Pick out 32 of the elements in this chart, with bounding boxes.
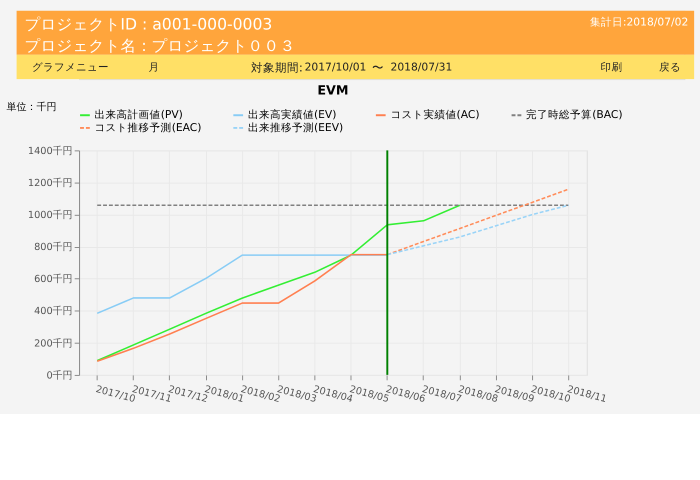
text: 2018/07/31	[390, 60, 452, 74]
text: プロジェクト名 : プロジェクト００３	[24, 36, 296, 55]
text: プロジェクトID : a001-000-0003	[24, 15, 272, 34]
y-tick-label: 400千円	[34, 305, 73, 318]
y-tick-label: 1200千円	[28, 176, 73, 189]
legend-label: コスト実績値(AC)	[390, 108, 480, 122]
line-series	[96, 254, 388, 362]
text: 対象期間:	[250, 60, 303, 74]
y-tick-label: 200千円	[34, 337, 73, 350]
line-series	[96, 254, 388, 314]
y-axis-title: 単位：千円	[6, 100, 56, 113]
text: 2017/10/01	[304, 60, 366, 74]
y-tick-label: 0千円	[46, 369, 73, 382]
text: グラフメニュー	[32, 60, 110, 74]
y-tick-label: 600千円	[34, 273, 73, 286]
line-series	[386, 204, 570, 256]
text: 戻る	[658, 60, 681, 74]
y-tick-label: 1400千円	[28, 144, 73, 157]
line-series	[96, 204, 461, 362]
legend-label: 完了時総予算(BAC)	[526, 108, 623, 122]
text: 〜	[372, 60, 384, 74]
legend-label: コスト推移予測(EAC)	[94, 120, 202, 134]
text: 印刷	[600, 60, 622, 74]
y-tick-label: 800千円	[34, 241, 73, 254]
text: 集計日:2018/07/02	[590, 15, 688, 28]
y-tick-label: 1000千円	[28, 208, 73, 221]
chart-title: EVM	[317, 82, 348, 98]
text: 月	[148, 60, 160, 74]
legend-label: 出来推移予測(EEV)	[248, 120, 344, 134]
legend-label: 出来高実績値(EV)	[248, 108, 336, 122]
legend-label: 出来高計画値(PV)	[94, 108, 183, 122]
line-series	[386, 188, 570, 256]
